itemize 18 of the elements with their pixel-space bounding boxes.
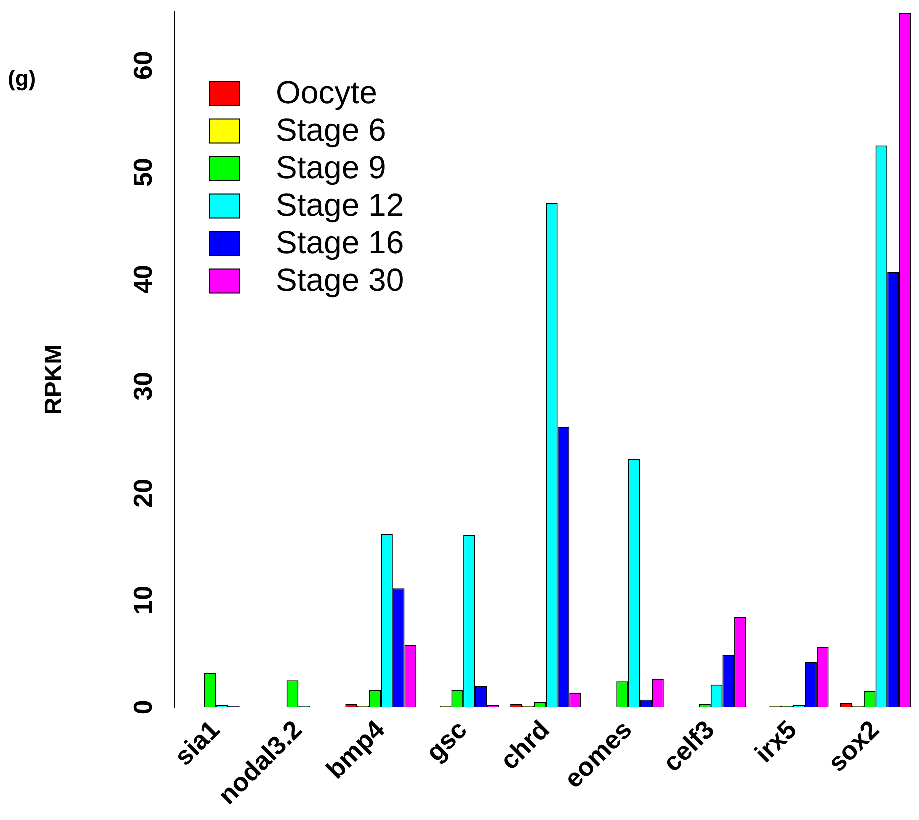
y-tick-label: 10: [128, 586, 158, 615]
legend-label: Stage 6: [276, 112, 386, 148]
y-tick-label: 40: [128, 264, 158, 294]
y-tick-label: 0: [128, 700, 158, 715]
text: (g): [8, 66, 36, 92]
legend-label: Stage 30: [276, 262, 404, 298]
legend-label: Oocyte: [276, 74, 378, 111]
y-tick-label: 20: [128, 478, 158, 508]
y-tick-label: 50: [128, 158, 158, 187]
legend-label: Stage 9: [276, 150, 386, 186]
y-tick-label: 30: [128, 372, 158, 401]
legend-label: Stage 16: [276, 224, 404, 261]
x-tick-label: sia1: [168, 714, 226, 772]
x-tick-label: gsc: [420, 714, 473, 768]
legend-label: Stage 12: [276, 187, 404, 224]
y-tick-label: 60: [128, 51, 158, 80]
x-tick-label: irx5: [748, 714, 803, 768]
y-axis-title: RPKM: [40, 344, 68, 416]
